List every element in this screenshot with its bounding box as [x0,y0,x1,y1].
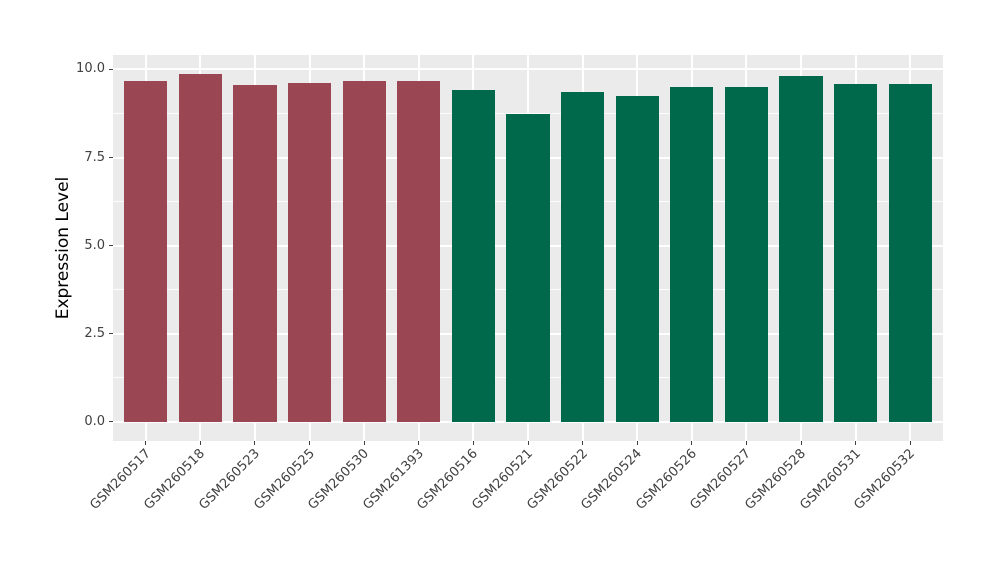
x-tick-label-GSM260532: GSM260532 [851,446,919,513]
x-tick-label-GSM260531: GSM260531 [796,446,864,513]
y-tick-mark [109,245,113,247]
bar-GSM260525 [288,82,332,422]
x-tick-mark [800,441,802,445]
y-tick-mark [109,333,113,335]
y-tick-label: 7.5 [84,149,105,165]
bar-GSM260530 [342,80,386,422]
x-tick-mark [199,441,201,445]
x-tick-label-GSM260517: GSM260517 [87,446,154,513]
y-tick-label: 2.5 [84,325,105,341]
x-tick-mark [745,441,747,445]
x-tick-mark [527,441,529,445]
y-tick-mark [109,421,113,423]
bar-GSM260516 [451,89,495,422]
bar-GSM260518 [178,74,222,422]
x-tick-mark [691,441,693,445]
x-tick-label-GSM260522: GSM260522 [523,446,591,513]
bar-GSM260526 [670,86,714,422]
x-tick-label-GSM260524: GSM260524 [578,446,646,513]
bar-GSM260521 [506,113,550,422]
x-tick-label-GSM261393: GSM261393 [360,446,427,513]
bar-GSM260528 [779,76,823,422]
x-tick-mark [472,441,474,445]
bar-GSM261393 [397,81,441,422]
y-tick-mark [109,157,113,159]
x-tick-label-GSM260530: GSM260530 [305,446,373,513]
x-tick-label-GSM260516: GSM260516 [414,446,482,513]
x-tick-label-GSM260528: GSM260528 [742,446,809,513]
bar-GSM260522 [561,92,605,422]
x-tick-mark [254,441,256,445]
x-tick-label-GSM260527: GSM260527 [687,446,755,513]
x-tick-mark [145,441,147,445]
y-tick-label: 5.0 [84,237,105,253]
x-tick-mark [582,441,584,445]
x-tick-label-GSM260521: GSM260521 [469,446,536,513]
bar-GSM260523 [233,84,277,422]
x-tick-label-GSM260525: GSM260525 [250,446,318,513]
bar-GSM260531 [834,84,878,422]
x-tick-label-GSM260518: GSM260518 [141,446,209,513]
x-tick-label-GSM260523: GSM260523 [196,446,263,513]
bar-GSM260524 [615,95,659,422]
x-tick-mark [636,441,638,445]
x-tick-label-GSM260526: GSM260526 [633,446,700,513]
plot-panel [113,55,943,441]
bar-GSM260517 [124,80,168,422]
bar-GSM260532 [888,84,932,422]
y-tick-label: 10.0 [76,61,105,77]
x-tick-mark [855,441,857,445]
x-tick-mark [363,441,365,445]
x-tick-mark [909,441,911,445]
bar-GSM260527 [724,86,768,422]
y-tick-mark [109,68,113,70]
x-tick-mark [309,441,311,445]
y-tick-label: 0.0 [84,413,105,429]
x-tick-mark [418,441,420,445]
